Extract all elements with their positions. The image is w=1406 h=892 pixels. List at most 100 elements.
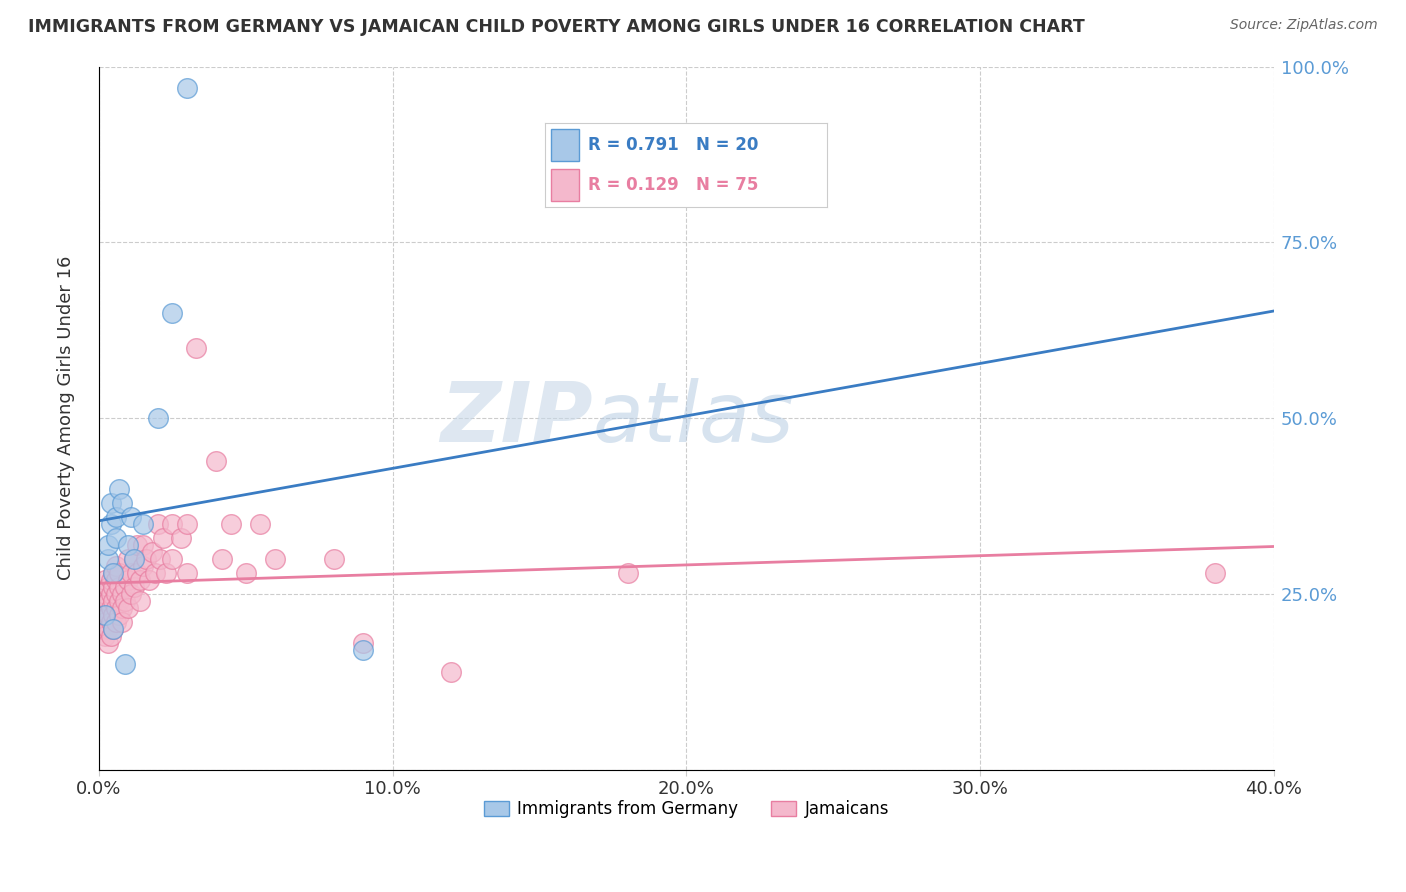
Point xyxy=(117,573,139,587)
Point xyxy=(103,623,125,637)
Point xyxy=(176,566,198,580)
Point xyxy=(132,559,155,574)
Text: IMMIGRANTS FROM GERMANY VS JAMAICAN CHILD POVERTY AMONG GIRLS UNDER 16 CORRELATI: IMMIGRANTS FROM GERMANY VS JAMAICAN CHIL… xyxy=(28,18,1085,36)
Point xyxy=(122,552,145,566)
Point xyxy=(146,516,169,531)
Point xyxy=(105,559,128,574)
Point xyxy=(249,516,271,531)
Point xyxy=(97,552,120,566)
Point xyxy=(111,587,134,601)
Point xyxy=(105,601,128,615)
Point xyxy=(120,509,142,524)
Point xyxy=(108,482,131,496)
Point xyxy=(105,573,128,587)
Point xyxy=(132,538,155,552)
Point xyxy=(184,341,207,355)
Point xyxy=(205,453,228,467)
Point xyxy=(122,580,145,594)
Point xyxy=(108,608,131,623)
Point xyxy=(100,587,122,601)
Point xyxy=(97,623,120,637)
Point xyxy=(103,594,125,608)
Point xyxy=(1204,566,1226,580)
Point xyxy=(152,531,174,545)
Point xyxy=(264,552,287,566)
Point xyxy=(100,573,122,587)
Point xyxy=(141,545,163,559)
Point xyxy=(100,629,122,643)
Point xyxy=(135,552,157,566)
Point xyxy=(146,411,169,425)
Point xyxy=(352,643,374,657)
Point xyxy=(235,566,257,580)
Point xyxy=(103,580,125,594)
Point xyxy=(111,601,134,615)
Point xyxy=(108,566,131,580)
Point xyxy=(103,608,125,623)
Point xyxy=(125,566,148,580)
Point xyxy=(90,623,112,637)
Point xyxy=(100,496,122,510)
Point xyxy=(108,580,131,594)
Point xyxy=(143,566,166,580)
Point xyxy=(160,306,183,320)
Point xyxy=(114,580,136,594)
Point xyxy=(100,516,122,531)
Point xyxy=(117,601,139,615)
Point xyxy=(103,623,125,637)
Point xyxy=(90,608,112,623)
Point xyxy=(108,594,131,608)
Point xyxy=(90,594,112,608)
Y-axis label: Child Poverty Among Girls Under 16: Child Poverty Among Girls Under 16 xyxy=(58,256,75,581)
Point xyxy=(93,573,115,587)
Point xyxy=(117,538,139,552)
Point xyxy=(125,538,148,552)
Point xyxy=(160,516,183,531)
Point xyxy=(176,516,198,531)
Point xyxy=(93,587,115,601)
Point xyxy=(114,594,136,608)
Text: ZIP: ZIP xyxy=(440,378,592,458)
Point xyxy=(100,601,122,615)
Point xyxy=(440,665,463,679)
Point xyxy=(211,552,233,566)
Point xyxy=(105,509,128,524)
Point xyxy=(93,629,115,643)
Point xyxy=(120,566,142,580)
Point xyxy=(105,587,128,601)
Point xyxy=(322,552,344,566)
Point xyxy=(111,615,134,630)
Text: Source: ZipAtlas.com: Source: ZipAtlas.com xyxy=(1230,18,1378,32)
Point xyxy=(170,531,193,545)
Point xyxy=(155,566,177,580)
Point xyxy=(132,516,155,531)
Point xyxy=(97,636,120,650)
Point xyxy=(122,552,145,566)
Point xyxy=(117,552,139,566)
Point xyxy=(93,615,115,630)
Point xyxy=(149,552,172,566)
Point xyxy=(100,615,122,630)
Point xyxy=(93,601,115,615)
Point xyxy=(160,552,183,566)
Point xyxy=(105,615,128,630)
Point xyxy=(105,531,128,545)
Point xyxy=(97,580,120,594)
Point xyxy=(129,573,152,587)
Point xyxy=(176,80,198,95)
Point xyxy=(103,566,125,580)
Point xyxy=(138,573,160,587)
Point xyxy=(616,566,638,580)
Point xyxy=(111,496,134,510)
Point xyxy=(97,538,120,552)
Point xyxy=(129,594,152,608)
Legend: Immigrants from Germany, Jamaicans: Immigrants from Germany, Jamaicans xyxy=(477,794,896,825)
Text: atlas: atlas xyxy=(592,378,794,458)
Point xyxy=(93,608,115,623)
Point xyxy=(97,594,120,608)
Point xyxy=(120,587,142,601)
Point xyxy=(97,608,120,623)
Point xyxy=(114,657,136,672)
Point xyxy=(352,636,374,650)
Point xyxy=(219,516,242,531)
